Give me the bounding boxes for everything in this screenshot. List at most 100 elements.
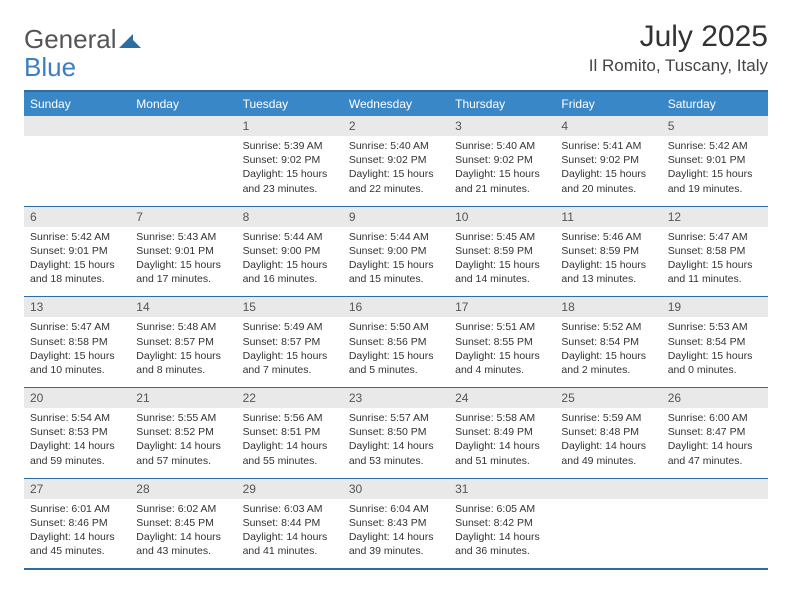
sunrise-text: Sunrise: 5:47 AM [30, 320, 124, 334]
day-cell: Sunrise: 5:50 AMSunset: 8:56 PMDaylight:… [343, 317, 449, 387]
daylight-text: Daylight: 15 hours and 4 minutes. [455, 349, 549, 377]
day-number: 11 [555, 207, 661, 227]
day-cell [555, 499, 661, 569]
daylight-text: Daylight: 15 hours and 18 minutes. [30, 258, 124, 286]
sunset-text: Sunset: 8:59 PM [455, 244, 549, 258]
day-header: Friday [555, 92, 661, 116]
sunset-text: Sunset: 8:55 PM [455, 335, 549, 349]
day-cell: Sunrise: 6:04 AMSunset: 8:43 PMDaylight:… [343, 499, 449, 569]
day-number [24, 116, 130, 136]
daylight-text: Daylight: 15 hours and 2 minutes. [561, 349, 655, 377]
day-cell: Sunrise: 5:42 AMSunset: 9:01 PMDaylight:… [24, 227, 130, 297]
sunrise-text: Sunrise: 5:55 AM [136, 411, 230, 425]
day-number: 6 [24, 207, 130, 227]
sunset-text: Sunset: 9:02 PM [455, 153, 549, 167]
daylight-text: Daylight: 15 hours and 14 minutes. [455, 258, 549, 286]
month-title: July 2025 [589, 20, 768, 54]
sunrise-text: Sunrise: 5:44 AM [243, 230, 337, 244]
day-cell: Sunrise: 5:48 AMSunset: 8:57 PMDaylight:… [130, 317, 236, 387]
sunset-text: Sunset: 8:45 PM [136, 516, 230, 530]
daylight-text: Daylight: 15 hours and 15 minutes. [349, 258, 443, 286]
day-number-row: 2728293031 [24, 479, 768, 499]
sunset-text: Sunset: 9:00 PM [243, 244, 337, 258]
sunrise-text: Sunrise: 5:52 AM [561, 320, 655, 334]
sunrise-text: Sunrise: 5:42 AM [30, 230, 124, 244]
day-cell: Sunrise: 5:53 AMSunset: 8:54 PMDaylight:… [662, 317, 768, 387]
sunrise-text: Sunrise: 5:49 AM [243, 320, 337, 334]
sunrise-text: Sunrise: 5:50 AM [349, 320, 443, 334]
day-header: Wednesday [343, 92, 449, 116]
day-number-row: 20212223242526 [24, 388, 768, 408]
day-number: 27 [24, 479, 130, 499]
day-number: 23 [343, 388, 449, 408]
day-header: Thursday [449, 92, 555, 116]
day-cell: Sunrise: 6:03 AMSunset: 8:44 PMDaylight:… [237, 499, 343, 569]
day-number: 20 [24, 388, 130, 408]
sunset-text: Sunset: 9:01 PM [668, 153, 762, 167]
sunrise-text: Sunrise: 6:00 AM [668, 411, 762, 425]
logo-text: General Blue [24, 26, 141, 80]
sunset-text: Sunset: 8:54 PM [561, 335, 655, 349]
sunrise-text: Sunrise: 5:40 AM [349, 139, 443, 153]
day-cell: Sunrise: 5:49 AMSunset: 8:57 PMDaylight:… [237, 317, 343, 387]
day-cell: Sunrise: 5:45 AMSunset: 8:59 PMDaylight:… [449, 227, 555, 297]
calendar: SundayMondayTuesdayWednesdayThursdayFrid… [24, 90, 768, 570]
day-number: 3 [449, 116, 555, 136]
day-number: 2 [343, 116, 449, 136]
day-cell: Sunrise: 5:42 AMSunset: 9:01 PMDaylight:… [662, 136, 768, 206]
day-cell: Sunrise: 6:02 AMSunset: 8:45 PMDaylight:… [130, 499, 236, 569]
day-cell: Sunrise: 5:55 AMSunset: 8:52 PMDaylight:… [130, 408, 236, 478]
sunset-text: Sunset: 8:43 PM [349, 516, 443, 530]
sunset-text: Sunset: 9:00 PM [349, 244, 443, 258]
sunset-text: Sunset: 8:57 PM [243, 335, 337, 349]
daylight-text: Daylight: 15 hours and 13 minutes. [561, 258, 655, 286]
day-header: Saturday [662, 92, 768, 116]
day-number [662, 479, 768, 499]
title-block: July 2025 Il Romito, Tuscany, Italy [589, 20, 768, 76]
sunrise-text: Sunrise: 5:59 AM [561, 411, 655, 425]
daylight-text: Daylight: 15 hours and 5 minutes. [349, 349, 443, 377]
day-number: 16 [343, 297, 449, 317]
day-cell: Sunrise: 5:40 AMSunset: 9:02 PMDaylight:… [343, 136, 449, 206]
day-number: 26 [662, 388, 768, 408]
daylight-text: Daylight: 14 hours and 47 minutes. [668, 439, 762, 467]
day-cell: Sunrise: 6:00 AMSunset: 8:47 PMDaylight:… [662, 408, 768, 478]
daylight-text: Daylight: 14 hours and 45 minutes. [30, 530, 124, 558]
day-number [555, 479, 661, 499]
day-cell [130, 136, 236, 206]
sunset-text: Sunset: 9:02 PM [561, 153, 655, 167]
daylight-text: Daylight: 14 hours and 41 minutes. [243, 530, 337, 558]
day-number: 29 [237, 479, 343, 499]
sunrise-text: Sunrise: 5:53 AM [668, 320, 762, 334]
daylight-text: Daylight: 15 hours and 10 minutes. [30, 349, 124, 377]
sunset-text: Sunset: 8:50 PM [349, 425, 443, 439]
day-cell: Sunrise: 5:40 AMSunset: 9:02 PMDaylight:… [449, 136, 555, 206]
sunrise-text: Sunrise: 6:05 AM [455, 502, 549, 516]
day-number: 13 [24, 297, 130, 317]
sunrise-text: Sunrise: 5:47 AM [668, 230, 762, 244]
day-number: 7 [130, 207, 236, 227]
sunrise-text: Sunrise: 5:44 AM [349, 230, 443, 244]
daylight-text: Daylight: 15 hours and 8 minutes. [136, 349, 230, 377]
sunrise-text: Sunrise: 5:45 AM [455, 230, 549, 244]
daylight-text: Daylight: 15 hours and 11 minutes. [668, 258, 762, 286]
day-cell: Sunrise: 6:05 AMSunset: 8:42 PMDaylight:… [449, 499, 555, 569]
day-cell: Sunrise: 5:54 AMSunset: 8:53 PMDaylight:… [24, 408, 130, 478]
sunset-text: Sunset: 9:02 PM [243, 153, 337, 167]
sunrise-text: Sunrise: 5:48 AM [136, 320, 230, 334]
sunrise-text: Sunrise: 5:39 AM [243, 139, 337, 153]
sunrise-text: Sunrise: 6:04 AM [349, 502, 443, 516]
sunrise-text: Sunrise: 6:02 AM [136, 502, 230, 516]
day-cell: Sunrise: 5:44 AMSunset: 9:00 PMDaylight:… [343, 227, 449, 297]
day-cell: Sunrise: 5:51 AMSunset: 8:55 PMDaylight:… [449, 317, 555, 387]
sunrise-text: Sunrise: 5:58 AM [455, 411, 549, 425]
day-cell [662, 499, 768, 569]
day-number: 5 [662, 116, 768, 136]
sunrise-text: Sunrise: 5:51 AM [455, 320, 549, 334]
sunset-text: Sunset: 8:52 PM [136, 425, 230, 439]
day-number: 24 [449, 388, 555, 408]
daylight-text: Daylight: 14 hours and 39 minutes. [349, 530, 443, 558]
day-cell: Sunrise: 5:58 AMSunset: 8:49 PMDaylight:… [449, 408, 555, 478]
sunset-text: Sunset: 9:01 PM [136, 244, 230, 258]
sunset-text: Sunset: 9:02 PM [349, 153, 443, 167]
